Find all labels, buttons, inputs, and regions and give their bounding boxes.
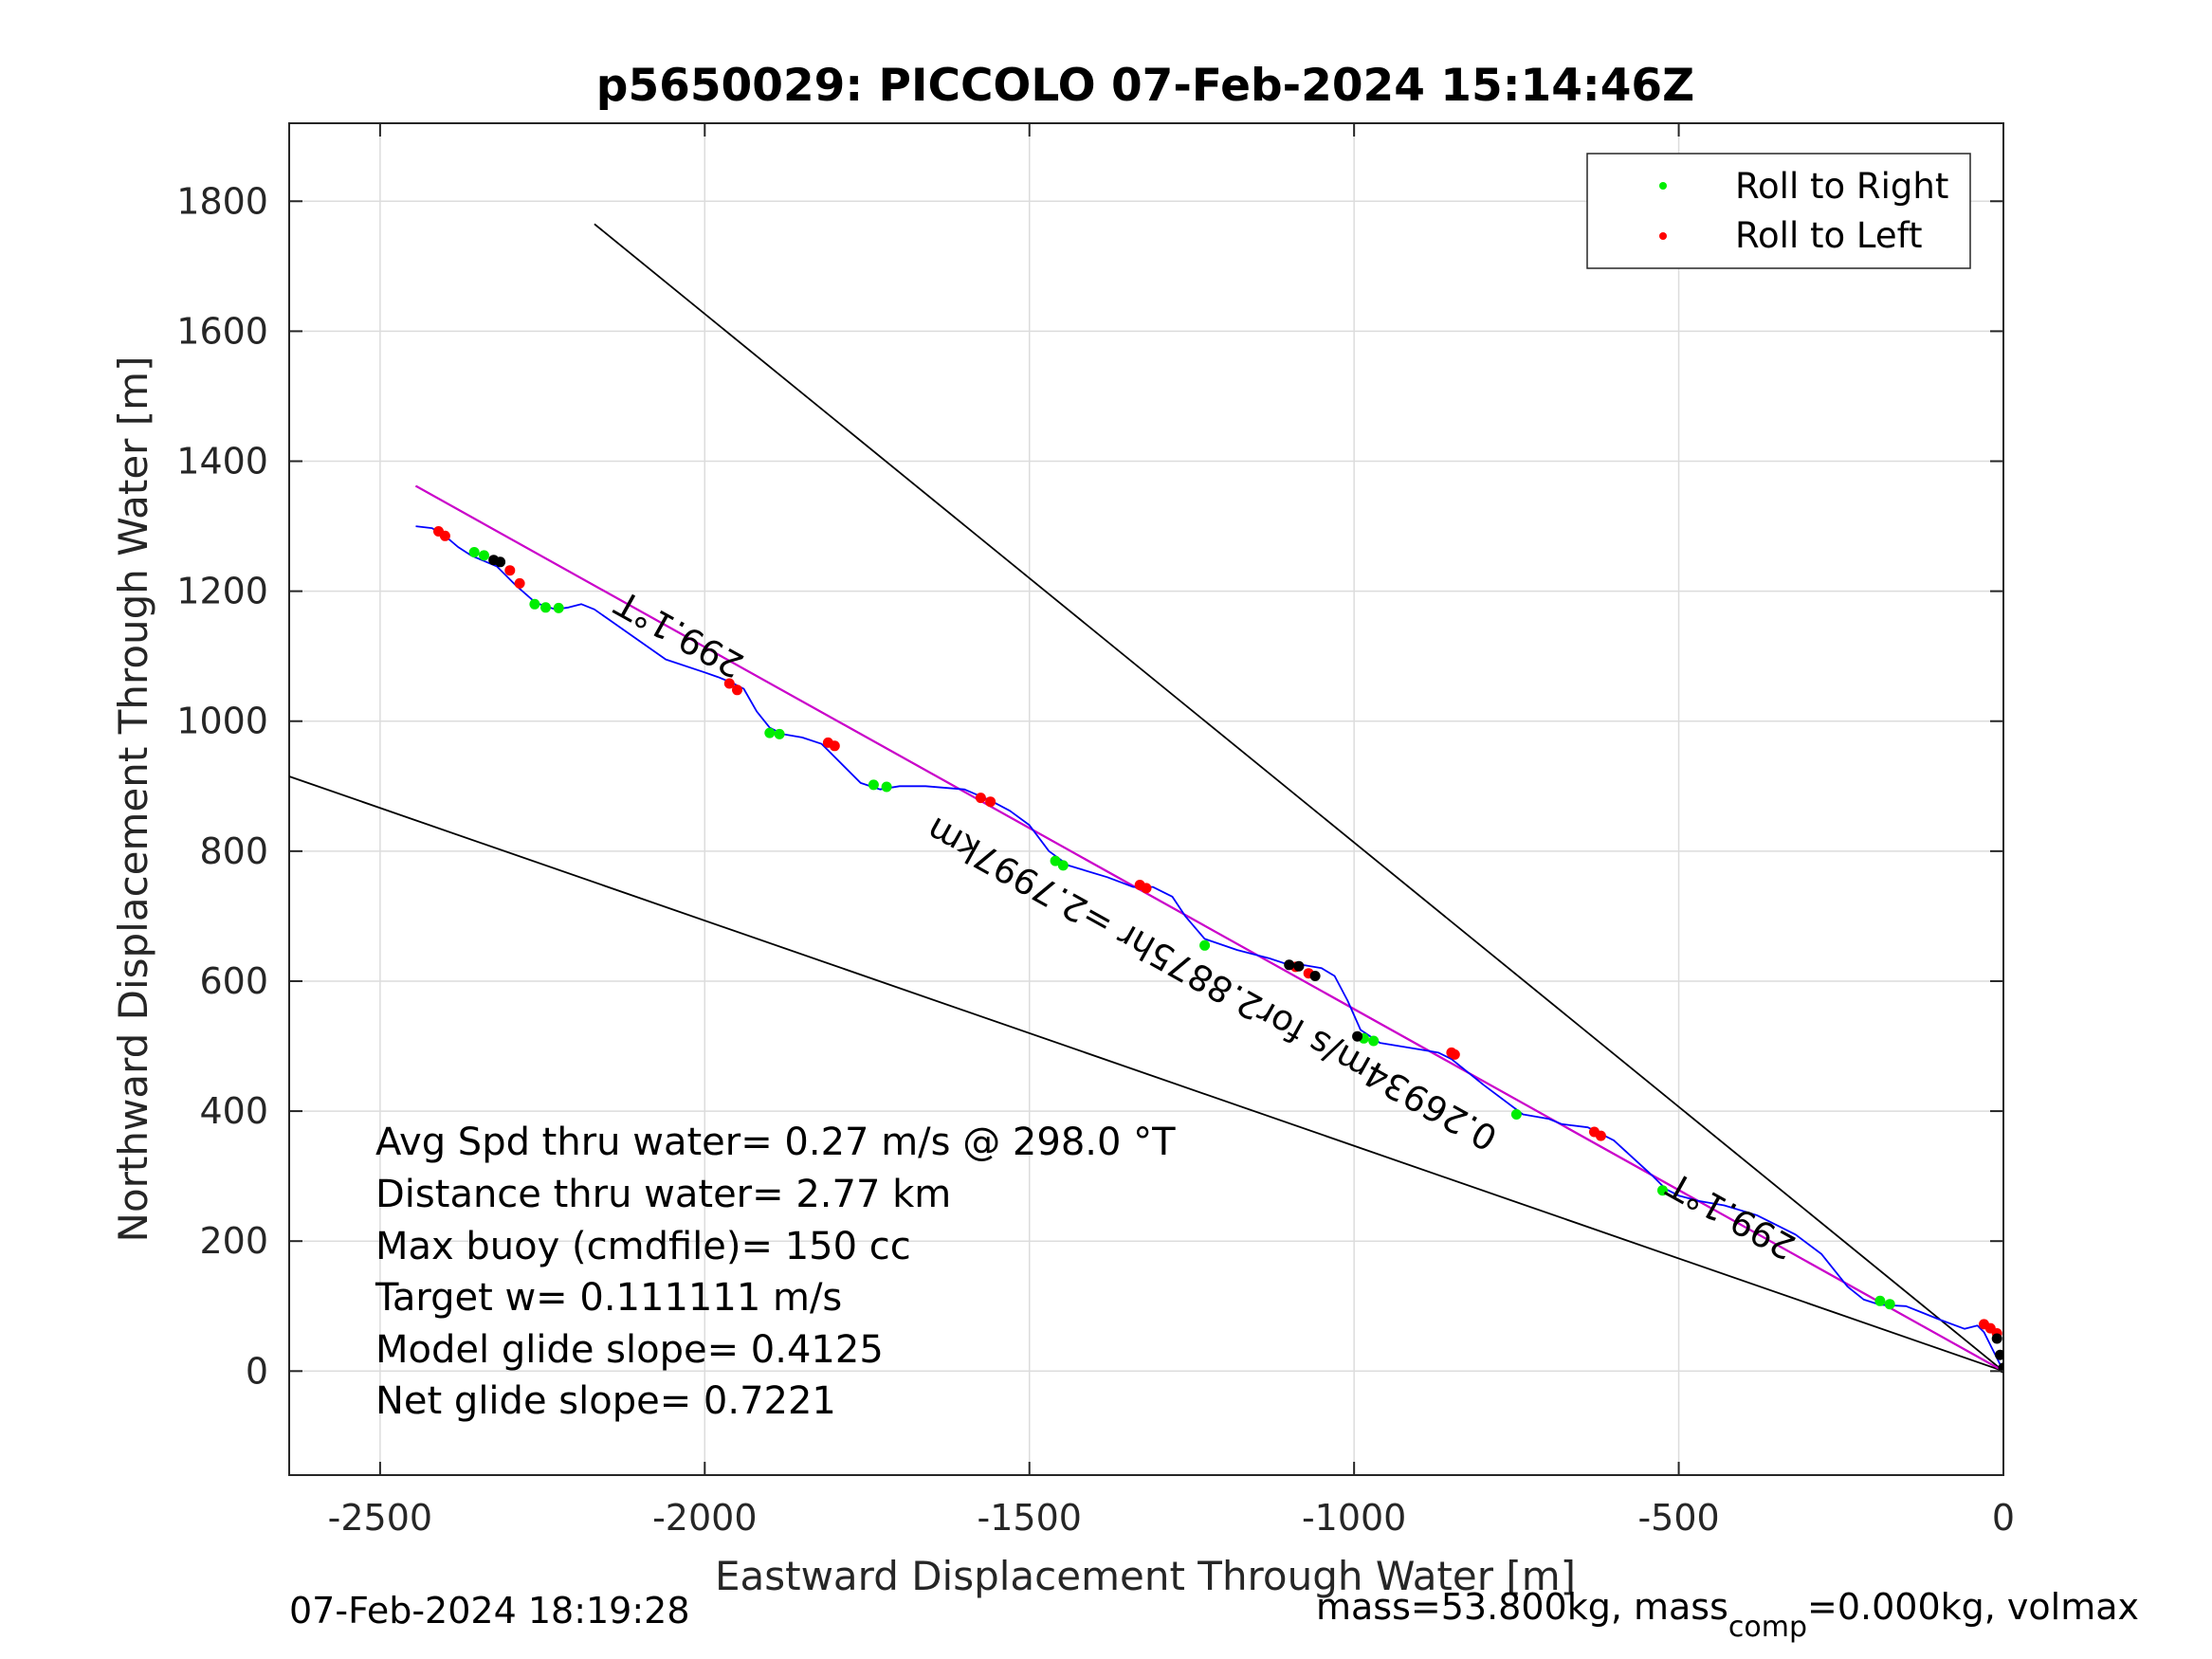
y-tick-label: 800 bbox=[199, 830, 268, 872]
y-tick-label: 1600 bbox=[176, 310, 268, 352]
y-tick-label: 0 bbox=[246, 1350, 268, 1392]
x-tick-label: -1500 bbox=[978, 1497, 1082, 1539]
footer-mass-prefix: mass=53.800kg, mass bbox=[1316, 1586, 1728, 1628]
legend-marker-roll-left bbox=[1659, 232, 1667, 240]
roll-right-point bbox=[529, 598, 540, 610]
roll-left-point bbox=[732, 684, 742, 696]
footer-timestamp: 07-Feb-2024 18:19:28 bbox=[289, 1590, 690, 1632]
stat-avg-speed: Avg Spd thru water= 0.27 m/s @ 298.0 °T bbox=[375, 1121, 1176, 1164]
roll-neutral-point bbox=[1284, 959, 1295, 971]
footer-mass-info: mass=53.800kg, masscomp=0.000kg, volmax bbox=[1316, 1586, 2139, 1644]
y-tick-label: 200 bbox=[199, 1220, 268, 1262]
x-tick-label: -2000 bbox=[652, 1497, 757, 1539]
stat-max-buoy: Max buoy (cmdfile)= 150 cc bbox=[375, 1225, 911, 1268]
roll-left-point bbox=[985, 796, 996, 808]
roll-neutral-point bbox=[1995, 1349, 2003, 1360]
x-tick-label: -2500 bbox=[328, 1497, 432, 1539]
roll-left-point bbox=[504, 565, 516, 576]
y-tick-label: 1000 bbox=[176, 701, 268, 742]
x-axis-label: Eastward Displacement Through Water [m] bbox=[715, 1553, 1576, 1599]
grid bbox=[289, 123, 2004, 1475]
roll-right-point bbox=[881, 781, 892, 793]
roll-neutral-point bbox=[1352, 1030, 1363, 1042]
stat-net-glide-slope: Net glide slope= 0.7221 bbox=[375, 1379, 836, 1423]
roll-right-point bbox=[553, 602, 564, 613]
roll-left-point bbox=[514, 577, 525, 589]
axes-box bbox=[288, 122, 2004, 1476]
roll-right-point bbox=[764, 727, 776, 738]
series-line-wedge-upper bbox=[594, 223, 2003, 1372]
roll-left-point bbox=[975, 793, 986, 804]
legend-label-roll-left: Roll to Left bbox=[1735, 215, 1923, 256]
axis-ticks: -2500 -2000 -1500 -1000 -500 0 0 200 400 600 800 10… bbox=[176, 123, 2015, 1539]
legend-marker-roll-right bbox=[1659, 182, 1667, 190]
legend-box bbox=[1586, 153, 1971, 269]
series-line-track bbox=[415, 525, 2003, 1372]
legend-label-roll-right: Roll to Right bbox=[1735, 166, 1948, 207]
roll-neutral-point bbox=[1293, 960, 1305, 972]
legend: Roll to Right Roll to Left bbox=[1586, 153, 1971, 269]
roll-right-point bbox=[868, 779, 879, 791]
roll-right-point bbox=[774, 728, 785, 739]
x-tick-label: 0 bbox=[1992, 1497, 2015, 1539]
roll-left-point bbox=[723, 678, 735, 689]
roll-right-point bbox=[1199, 939, 1211, 951]
plot-area bbox=[289, 223, 2003, 1374]
y-tick-label: 1200 bbox=[176, 571, 268, 612]
roll-right-point bbox=[468, 547, 480, 557]
roll-right-point bbox=[479, 550, 489, 561]
roll-right-point bbox=[540, 602, 551, 613]
y-tick-label: 400 bbox=[199, 1090, 268, 1132]
roll-left-point bbox=[1449, 1048, 1460, 1060]
chart-title: p5650029: PICCOLO 07-Feb-2024 15:14:46Z bbox=[596, 60, 1694, 112]
roll-neutral-point bbox=[495, 556, 506, 568]
footer-mass-suffix: =0.000kg, volmax bbox=[1807, 1586, 2139, 1628]
y-axis-label: Northward Displacement Through Water [m] bbox=[110, 356, 156, 1243]
x-tick-label: -500 bbox=[1637, 1497, 1719, 1539]
series-line-wedge-lower bbox=[289, 775, 2003, 1373]
roll-right-point bbox=[1657, 1185, 1668, 1196]
y-tick-label: 600 bbox=[199, 960, 268, 1002]
roll-right-point bbox=[1050, 855, 1061, 866]
roll-right-point bbox=[1368, 1035, 1380, 1047]
roll-left-point bbox=[1141, 883, 1152, 894]
roll-left-point bbox=[829, 740, 840, 752]
roll-left-point bbox=[1595, 1130, 1606, 1141]
roll-right-point bbox=[1884, 1299, 1895, 1310]
stat-target-w: Target w= 0.111111 m/s bbox=[375, 1276, 842, 1320]
footer-mass-subscript: comp bbox=[1728, 1611, 1807, 1644]
series-line-net-displacement bbox=[414, 484, 2003, 1373]
roll-neutral-point bbox=[1991, 1333, 2002, 1344]
roll-right-point bbox=[1057, 860, 1069, 871]
roll-left-point bbox=[439, 530, 450, 541]
roll-right-point bbox=[1874, 1295, 1886, 1306]
y-tick-label: 1800 bbox=[176, 180, 268, 222]
y-tick-label: 1400 bbox=[176, 441, 268, 483]
stats-box: Avg Spd thru water= 0.27 m/s @ 298.0 °T … bbox=[375, 1121, 1176, 1423]
roll-neutral-point bbox=[1309, 971, 1321, 981]
stat-distance: Distance thru water= 2.77 km bbox=[375, 1173, 951, 1216]
stat-model-glide-slope: Model glide slope= 0.4125 bbox=[375, 1328, 884, 1372]
roll-right-point bbox=[1510, 1109, 1522, 1120]
x-tick-label: -1000 bbox=[1302, 1497, 1406, 1539]
